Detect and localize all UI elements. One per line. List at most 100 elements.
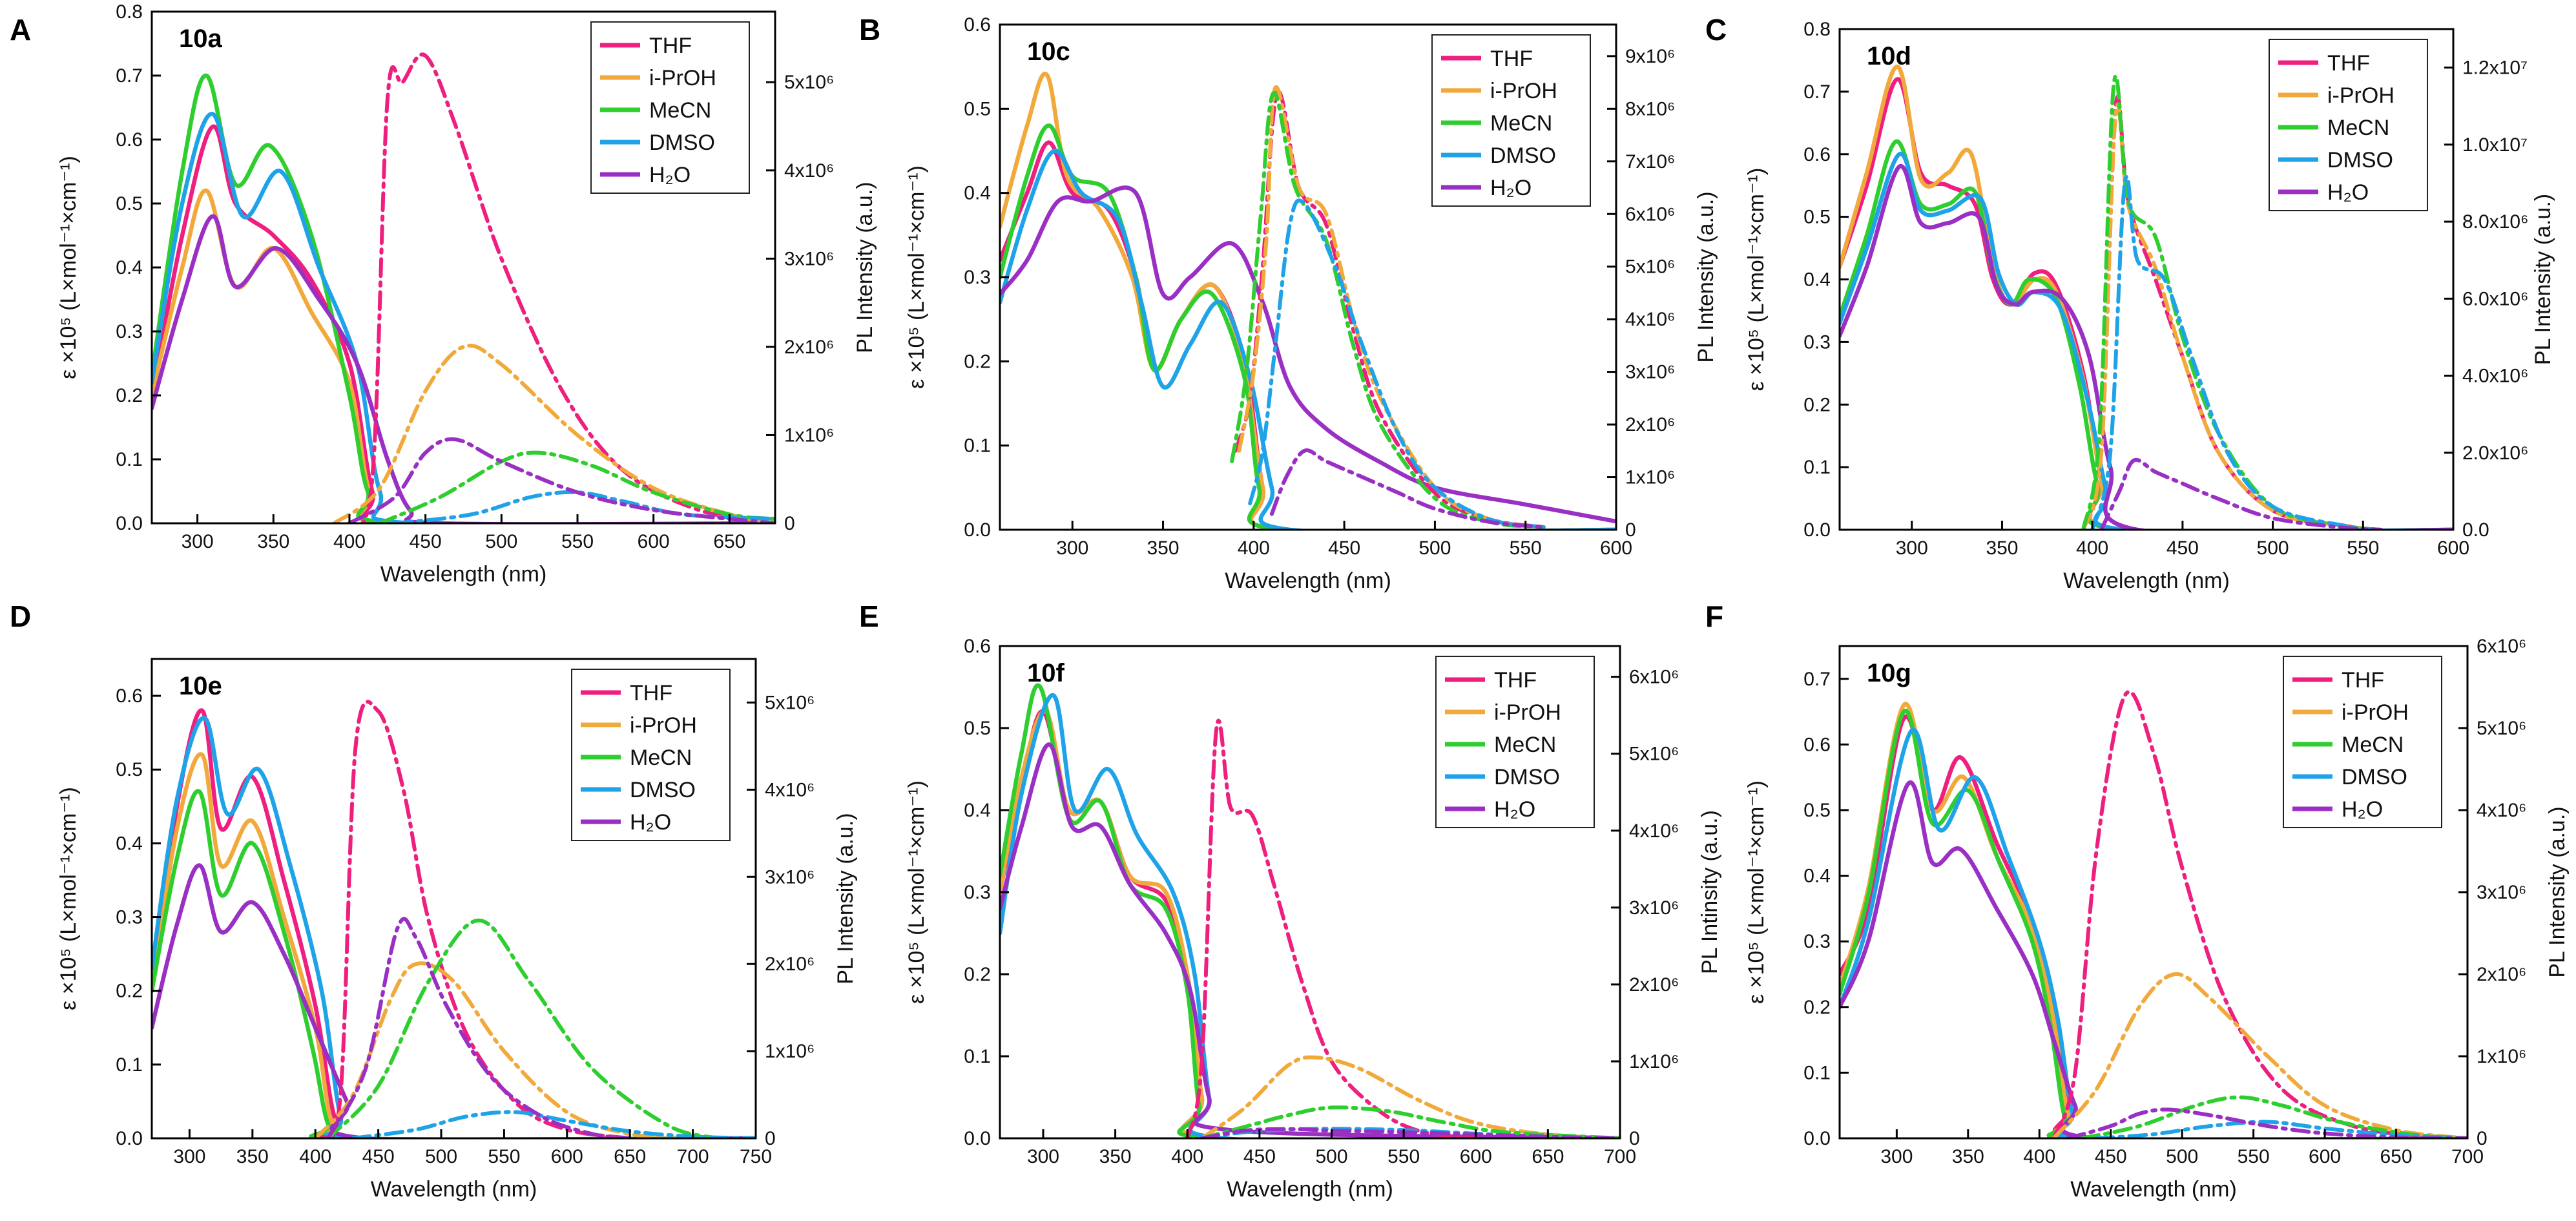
series-group [152,52,775,523]
series-group [152,700,756,1138]
y-tick-label: 0.6 [1803,144,1831,165]
y2-tick-label: 1x10⁶ [2477,1046,2526,1067]
y-tick-label: 0.0 [1803,1128,1831,1149]
y2-tick-label: 0 [1629,1128,1640,1149]
y-tick-label: 0.5 [1803,800,1831,821]
y-tick-label: 0.5 [116,759,143,780]
x-tick-label: 550 [488,1146,520,1167]
y-tick-label: 0.3 [1803,931,1831,952]
y2-tick-label: 9x10⁶ [1625,46,1675,67]
y2-tick-label: 8x10⁶ [1625,98,1675,120]
y-axis-label: ε ×10⁵ (L×mol⁻¹×cm⁻¹) [1744,168,1769,391]
y-tick-label: 0.4 [1803,269,1831,291]
y2-tick-label: 5x10⁶ [2477,718,2526,739]
legend-label-mecn: MeCN [630,746,692,770]
series-dmso-absorbance-line [1000,149,1616,530]
x-tick-label: 650 [614,1146,646,1167]
legend-label-h2o: H₂O [2342,797,2383,822]
panel-letter: F [1705,600,1723,633]
y-tick-label: 0.3 [964,267,991,288]
y2-tick-label: 4x10⁶ [784,160,834,182]
legend-label-thf: THF [630,681,672,705]
y-tick-label: 0.4 [964,183,991,204]
legend-label-thf: THF [1490,47,1533,71]
x-tick-label: 300 [182,531,214,552]
x-tick-label: 300 [173,1146,205,1167]
y2-tick-label: 4.0x10⁶ [2462,366,2528,387]
y-tick-label: 0.1 [116,1054,143,1076]
y2-axis-label: PL Intensity (a.u.) [833,813,858,984]
x-tick-label: 300 [1027,1146,1059,1167]
legend-label-dmso: DMSO [1494,765,1560,789]
legend: THF i-PrOH MeCN DMSO H₂O [2283,656,2442,828]
compound-label: 10e [179,672,222,700]
legend: THF i-PrOH MeCN DMSO H₂O [1431,34,1591,207]
series-h2o-emission-line [2099,457,2384,530]
x-tick-label: 550 [1510,537,1542,559]
y2-tick-label: 2x10⁶ [784,337,834,358]
compound-label: 10a [179,25,222,53]
x-tick-label: 600 [638,531,670,552]
series-thf-absorbance-line [152,124,775,523]
x-tick-label: 550 [2238,1146,2270,1167]
x-tick-label: 400 [333,531,366,552]
x-tick-label: 600 [1460,1146,1492,1167]
y2-tick-label: 0 [2477,1128,2488,1149]
legend-label-mecn: MeCN [649,98,711,123]
x-tick-label: 550 [2347,537,2379,559]
x-tick-label: 450 [1243,1146,1276,1167]
series-i-proh-absorbance-line [152,752,756,1138]
y2-tick-label: 1x10⁶ [765,1041,815,1062]
x-tick-label: 500 [425,1146,457,1167]
legend-label-i-proh: i-PrOH [649,66,716,90]
x-tick-label: 450 [362,1146,395,1167]
y2-axis-label: PL Intinsity (a.u.) [1698,810,1722,974]
y2-tick-label: 3x10⁶ [784,248,834,269]
legend-label-h2o: H₂O [630,810,671,835]
series-mecn-absorbance-line [152,73,775,523]
y2-tick-label: 3x10⁶ [2477,882,2526,903]
y2-axis-label: PL Intensity (a.u.) [853,182,877,353]
series-dmso-absorbance-line [152,112,775,523]
y-tick-label: 0.2 [964,351,991,372]
x-tick-label: 400 [2076,537,2108,559]
panel-letter: C [1705,13,1727,47]
y2-tick-label: 1.0x10⁷ [2462,134,2528,156]
y2-tick-label: 0 [1625,519,1636,541]
x-tick-label: 650 [713,531,745,552]
series-mecn-absorbance-line [1000,683,1620,1138]
x-tick-label: 350 [1099,1146,1132,1167]
series-mecn-emission-line [326,918,720,1138]
y2-tick-label: 4x10⁶ [1625,309,1675,330]
y-tick-label: 0.4 [116,833,143,854]
y-tick-label: 0.2 [1803,997,1831,1018]
y2-tick-label: 5x10⁶ [765,692,815,713]
y-tick-label: 0.2 [1803,394,1831,415]
series-h2o-absorbance-line [1840,780,2467,1138]
y2-tick-label: 6.0x10⁶ [2462,288,2528,309]
x-axis-label: Wavelength (nm) [380,562,547,587]
y2-tick-label: 2x10⁶ [1629,974,1679,996]
y-axis-label: ε ×10⁵ (L×mol⁻¹×cm⁻¹) [56,787,81,1010]
x-tick-label: 400 [1238,537,1270,559]
x-tick-label: 400 [1171,1146,1203,1167]
y-axis-label: ε ×10⁵ (L×mol⁻¹×cm⁻¹) [904,780,929,1004]
x-tick-label: 500 [2257,537,2289,559]
y-tick-label: 0.3 [116,321,143,342]
legend: THF i-PrOH MeCN DMSO H₂O [1435,656,1595,828]
x-tick-label: 450 [2095,1146,2127,1167]
legend-label-dmso: DMSO [2327,148,2393,172]
y-tick-label: 0.5 [1803,207,1831,228]
y-tick-label: 0.5 [116,193,143,214]
series-group [1000,683,1620,1138]
y-tick-label: 0.6 [964,14,991,36]
chart-panel-f: F 300 350 400 450 500 550 600 650 700 0.0 0.1 0.2 0.3… [1705,600,2570,1202]
series-mecn-emission-line [378,450,775,523]
x-tick-label: 500 [1418,537,1451,559]
x-tick-label: 350 [236,1146,269,1167]
x-tick-label: 350 [1986,537,2018,559]
series-thf-emission-line [2051,689,2441,1138]
y2-tick-label: 1x10⁶ [784,424,834,446]
y2-tick-label: 3x10⁶ [765,866,815,888]
